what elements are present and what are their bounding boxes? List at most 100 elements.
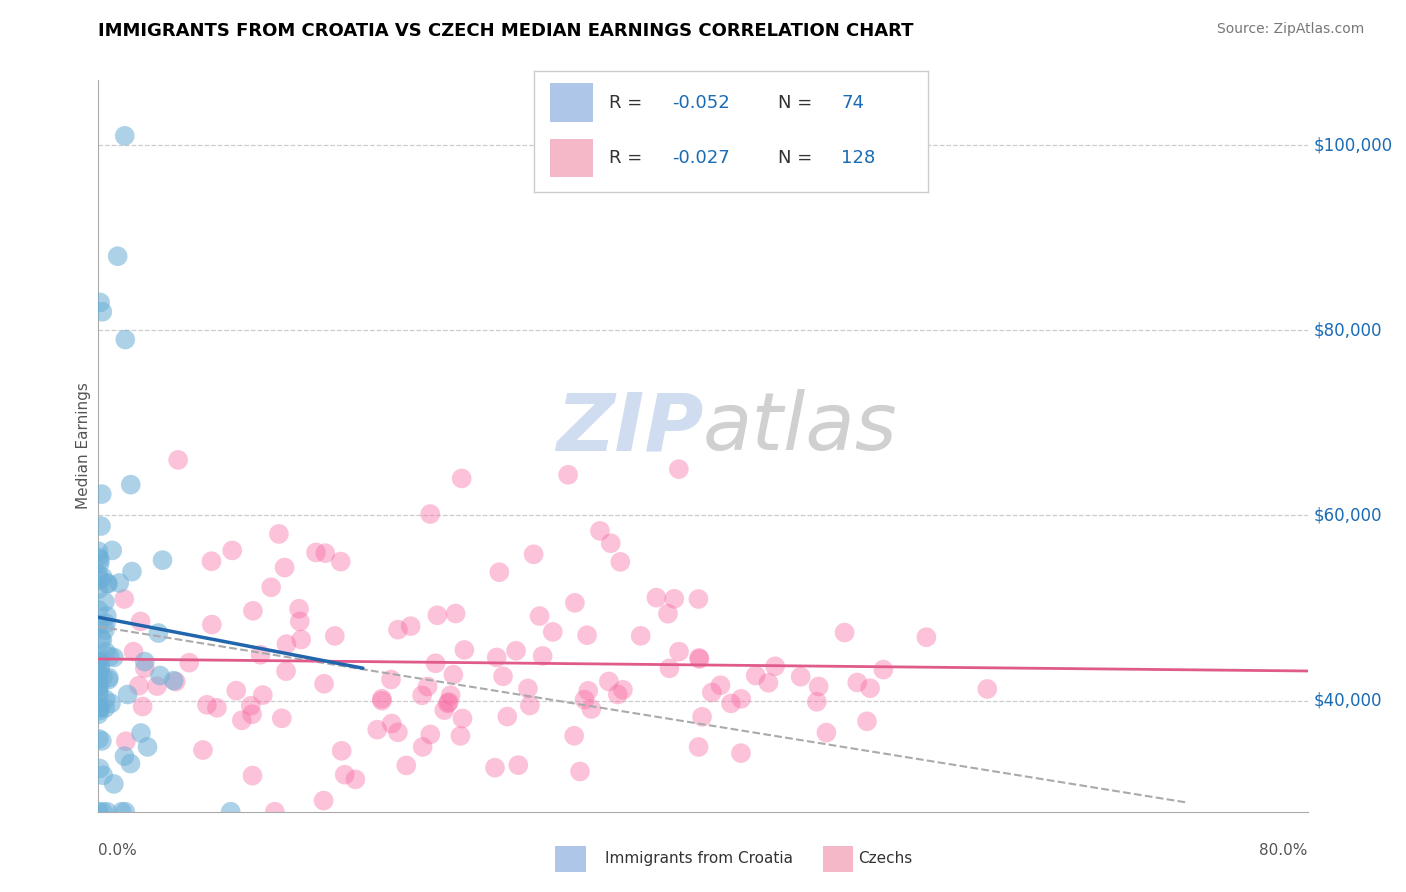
Czechs (523, 547, 546, 561)
Czechs (976, 681, 998, 696)
Czechs (115, 734, 138, 748)
Czechs (433, 703, 456, 717)
Text: ZIP: ZIP (555, 389, 703, 467)
Czechs (239, 698, 262, 713)
Immigrants from Croatia (94, 595, 117, 609)
Immigrants from Croatia (87, 685, 110, 699)
Czechs (267, 527, 290, 541)
Immigrants from Croatia (87, 672, 110, 686)
Czechs (179, 656, 201, 670)
Czechs (449, 729, 471, 743)
Immigrants from Croatia (87, 654, 110, 668)
Immigrants from Croatia (90, 632, 112, 646)
Czechs (516, 681, 538, 696)
Immigrants from Croatia (91, 805, 114, 819)
Czechs (201, 617, 224, 632)
Czechs (688, 592, 710, 607)
Czechs (657, 607, 679, 621)
Immigrants from Croatia (121, 565, 143, 579)
Czechs (451, 712, 474, 726)
Czechs (276, 637, 298, 651)
Immigrants from Croatia (152, 553, 174, 567)
Czechs (645, 591, 668, 605)
Immigrants from Croatia (87, 678, 110, 692)
Text: 80.0%: 80.0% (1260, 843, 1308, 858)
Czechs (165, 674, 187, 689)
Czechs (872, 663, 894, 677)
Immigrants from Croatia (163, 673, 186, 688)
Czechs (589, 524, 612, 538)
Czechs (531, 648, 554, 663)
Czechs (221, 543, 243, 558)
Czechs (574, 692, 596, 706)
Immigrants from Croatia (97, 576, 120, 591)
Immigrants from Croatia (134, 655, 156, 669)
Immigrants from Croatia (89, 699, 111, 714)
Czechs (576, 628, 599, 642)
Immigrants from Croatia (96, 576, 118, 591)
Immigrants from Croatia (97, 671, 120, 685)
Text: -0.027: -0.027 (672, 149, 730, 167)
Czechs (314, 677, 336, 691)
Czechs (730, 746, 752, 760)
Czechs (387, 623, 409, 637)
Czechs (399, 619, 422, 633)
Czechs (240, 707, 263, 722)
Text: $60,000: $60,000 (1313, 507, 1382, 524)
Czechs (440, 688, 463, 702)
Czechs (366, 723, 388, 737)
Czechs (437, 695, 460, 709)
Czechs (249, 648, 271, 662)
Czechs (263, 805, 285, 819)
Text: 128: 128 (841, 149, 876, 167)
Immigrants from Croatia (96, 805, 118, 819)
Text: 0.0%: 0.0% (98, 843, 138, 858)
Czechs (419, 727, 441, 741)
Czechs (688, 739, 710, 754)
Czechs (612, 682, 634, 697)
Czechs (128, 679, 150, 693)
Immigrants from Croatia (149, 668, 172, 682)
Text: R =: R = (609, 94, 648, 112)
Czechs (492, 669, 515, 683)
Text: $100,000: $100,000 (1313, 136, 1393, 154)
Immigrants from Croatia (90, 487, 112, 501)
Immigrants from Croatia (89, 573, 111, 587)
Immigrants from Croatia (87, 582, 110, 597)
Czechs (412, 739, 434, 754)
Immigrants from Croatia (114, 128, 136, 143)
Czechs (260, 580, 283, 594)
Immigrants from Croatia (98, 649, 121, 664)
Immigrants from Croatia (94, 701, 117, 715)
Czechs (508, 758, 530, 772)
Text: IMMIGRANTS FROM CROATIA VS CZECH MEDIAN EARNINGS CORRELATION CHART: IMMIGRANTS FROM CROATIA VS CZECH MEDIAN … (98, 22, 914, 40)
Czechs (689, 652, 711, 666)
Czechs (484, 761, 506, 775)
Czechs (688, 651, 710, 665)
Czechs (419, 507, 441, 521)
Immigrants from Croatia (94, 616, 117, 631)
Czechs (380, 673, 402, 687)
Immigrants from Croatia (87, 567, 110, 582)
Text: $80,000: $80,000 (1313, 321, 1382, 339)
Czechs (700, 685, 723, 699)
Immigrants from Croatia (101, 543, 124, 558)
Czechs (815, 725, 838, 739)
Czechs (411, 689, 433, 703)
Czechs (658, 661, 681, 675)
Czechs (225, 683, 247, 698)
Czechs (444, 607, 467, 621)
Immigrants from Croatia (87, 603, 110, 617)
Text: 74: 74 (841, 94, 865, 112)
Immigrants from Croatia (148, 626, 170, 640)
Czechs (425, 657, 447, 671)
Czechs (441, 667, 464, 681)
Czechs (242, 604, 264, 618)
Immigrants from Croatia (87, 805, 110, 819)
FancyBboxPatch shape (550, 84, 593, 122)
Immigrants from Croatia (89, 557, 111, 571)
Czechs (856, 714, 879, 729)
Czechs (305, 545, 328, 559)
Immigrants from Croatia (117, 688, 139, 702)
Immigrants from Croatia (87, 707, 110, 722)
